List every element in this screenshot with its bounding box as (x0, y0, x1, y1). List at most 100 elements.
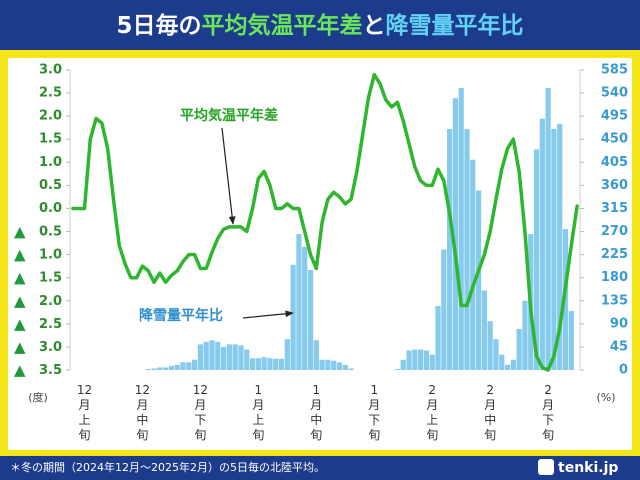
x-tick-label: 12 月中旬 (135, 383, 150, 442)
bar (429, 354, 435, 370)
header-band (0, 0, 640, 50)
annotation-arrow (242, 310, 294, 319)
bar (186, 362, 192, 370)
bar (307, 270, 314, 370)
bar (406, 350, 412, 370)
bar (313, 340, 319, 370)
bar (487, 321, 493, 370)
y2-tick-label: 225 (601, 247, 628, 262)
bar (493, 339, 499, 370)
bar (418, 349, 424, 370)
y-tick-label: ▲ 3.0 (14, 337, 62, 355)
y-tick-label: ▲ 2.5 (14, 314, 62, 332)
annotation-arrow (221, 127, 236, 225)
y2-tick-label: 90 (610, 316, 628, 331)
bar (255, 358, 261, 370)
bar (215, 341, 221, 370)
bar (209, 340, 215, 370)
bar (157, 367, 163, 370)
bar (226, 344, 232, 370)
bar (400, 359, 406, 370)
bar (244, 349, 250, 370)
y2-tick-label: 0 (619, 363, 628, 378)
bar (302, 246, 308, 370)
bar (284, 339, 290, 370)
y-tick-label: 2.0 (39, 109, 62, 124)
bar (168, 365, 175, 370)
bar (568, 311, 574, 370)
bar (499, 354, 505, 370)
y2-tick-label: 360 (601, 178, 628, 193)
bar (151, 368, 157, 370)
bar (545, 87, 551, 370)
y-tick-label: ▲ 3.5 (14, 361, 62, 379)
x-tick-label: 1 月中旬 (310, 383, 322, 442)
title-part: 平均気温平年差 (202, 12, 363, 39)
bar (180, 362, 186, 370)
y-tick-label: ▲ 1.0 (14, 245, 62, 263)
y2-tick-label: 405 (601, 155, 628, 170)
bar (348, 368, 354, 370)
source-logo: tenki.jp (558, 460, 618, 476)
y2-tick-label: 540 (601, 86, 628, 101)
y-tick-label: ▲ 1.5 (14, 268, 62, 286)
y-tick-label: ▲ 2.0 (14, 291, 62, 309)
logo-icon (538, 459, 554, 475)
bar (249, 358, 256, 370)
bar (510, 359, 516, 370)
bar (238, 345, 244, 370)
bar (452, 98, 459, 370)
bar (516, 328, 522, 370)
bar (273, 358, 279, 370)
title-part: 5日毎の (116, 13, 201, 39)
y2-tick-label: 135 (601, 293, 628, 308)
bar (336, 362, 343, 370)
bar (446, 128, 453, 370)
y2-tick-label: 180 (601, 270, 628, 285)
bar (504, 364, 511, 370)
y-tick-label: ▲ 0.5 (14, 222, 62, 240)
y-axis-label: (度) (28, 390, 48, 404)
x-tick-label: 12 月上旬 (77, 383, 92, 442)
chart-title: 5日毎の平均気温平年差と降雪量平年比 (116, 12, 523, 39)
bar (481, 290, 487, 370)
y2-tick-label: 270 (601, 224, 628, 239)
bar (174, 364, 180, 370)
x-tick-label: 1 月下旬 (368, 383, 380, 442)
bar (441, 249, 447, 370)
bar (232, 344, 238, 370)
y-tick-label: 1.0 (39, 155, 62, 170)
annotation: 降雪量平年比 (139, 307, 223, 324)
x-tick-label: 2 月上旬 (426, 383, 438, 442)
bar (296, 234, 302, 370)
bar (319, 359, 325, 370)
bar (470, 159, 476, 370)
y-tick-label: 1.5 (39, 132, 62, 147)
bar (220, 346, 227, 370)
footnote: ＊冬の期間（2024年12月～2025年2月）の5日毎の北陸平均。 (10, 460, 325, 474)
x-tick-label: 12 月下旬 (193, 383, 208, 442)
bar (267, 358, 273, 370)
bar (203, 341, 209, 370)
title-part: と (363, 13, 386, 39)
y2-axis-label: (%) (596, 391, 615, 404)
x-tick-label: 2 月中旬 (484, 383, 496, 442)
bar (163, 367, 169, 370)
y2-tick-label: 495 (601, 109, 628, 124)
bar (278, 358, 285, 370)
bar (475, 190, 482, 370)
y2-tick-label: 45 (610, 339, 628, 354)
title-part: 降雪量平年比 (386, 12, 524, 39)
footer-band (0, 456, 640, 480)
bar (435, 305, 441, 370)
bar (331, 360, 337, 370)
bar (325, 359, 331, 370)
bar (551, 128, 557, 370)
bar (394, 368, 401, 370)
bar (342, 364, 348, 370)
bar (458, 87, 464, 370)
y2-tick-label: 450 (601, 132, 628, 147)
y2-tick-label: 585 (601, 63, 628, 78)
bar (557, 123, 563, 370)
